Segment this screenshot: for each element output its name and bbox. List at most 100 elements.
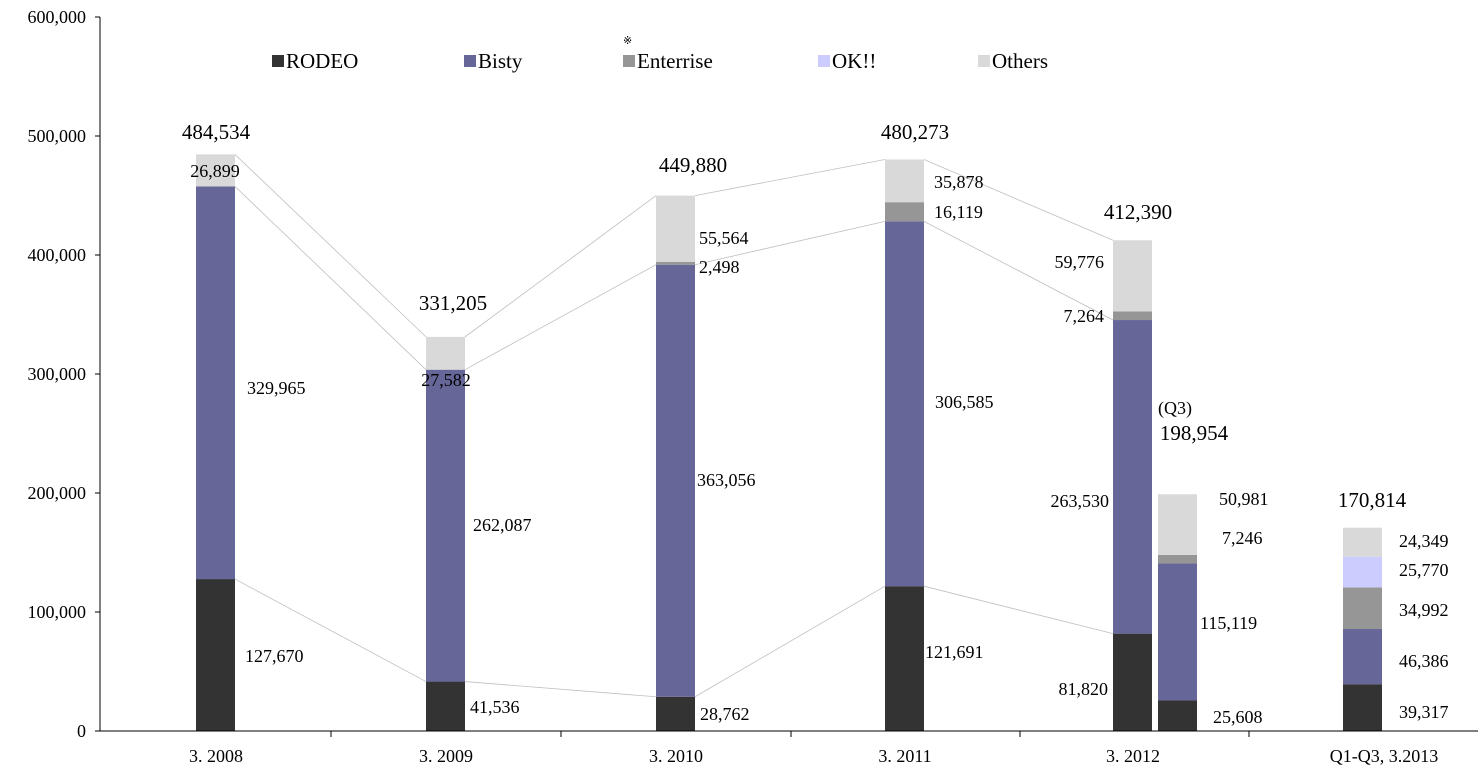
connector-line	[234, 154, 427, 338]
bar-segment-enterrise	[1343, 587, 1382, 630]
bar-segment-others	[196, 154, 235, 187]
y-tick-label: 100,000	[28, 602, 87, 622]
legend-swatch	[464, 55, 476, 67]
connector-line	[694, 585, 886, 698]
data-label: 121,691	[925, 642, 984, 662]
legend-label: OK!!	[832, 49, 876, 73]
connector-line	[694, 220, 886, 266]
y-tick-label: 0	[77, 721, 86, 741]
bar-segment-others	[1113, 240, 1152, 312]
data-label: 46,386	[1399, 651, 1449, 671]
legend-label: Bisty	[478, 49, 523, 73]
data-label: 449,880	[659, 153, 727, 177]
y-tick-label: 300,000	[28, 364, 87, 384]
data-label: 55,564	[699, 228, 749, 248]
data-label: 329,965	[247, 378, 306, 398]
connector-line	[923, 159, 1114, 241]
bar-segment-bisty	[1343, 629, 1382, 685]
data-label: 81,820	[1059, 679, 1109, 699]
x-tick-label: 3. 2008	[189, 746, 243, 766]
data-label: 35,878	[934, 172, 984, 192]
bar-segment-bisty	[1158, 563, 1197, 701]
y-tick-label: 500,000	[28, 126, 87, 146]
bar-segment-enterrise	[1113, 311, 1152, 321]
connector-line	[694, 159, 886, 197]
data-label: 50,981	[1219, 489, 1269, 509]
y-tick-label: 200,000	[28, 483, 87, 503]
x-tick-label: Q1-Q3, 3.2013	[1330, 746, 1439, 766]
bar-segment-ok	[1343, 556, 1382, 588]
bars-group	[196, 154, 1382, 731]
connector-lines	[234, 154, 1114, 698]
connector-line	[464, 264, 657, 371]
bar-segment-enterrise	[885, 202, 924, 222]
y-tick-label: 400,000	[28, 245, 87, 265]
bar-segment-bisty	[196, 186, 235, 580]
data-label: 262,087	[473, 515, 532, 535]
data-label: 127,670	[245, 646, 304, 666]
data-label: 39,317	[1399, 702, 1449, 722]
data-label: 363,056	[697, 470, 756, 490]
data-label: 2,498	[699, 257, 740, 277]
legend-label: Others	[992, 49, 1048, 73]
legend-swatch	[272, 55, 284, 67]
bar-segment-rodeo	[885, 586, 924, 731]
connector-line	[464, 195, 657, 338]
bar-segment-others	[656, 195, 695, 262]
bar-segment-bisty	[1113, 320, 1152, 634]
legend: RODEO Bisty Enterrise OK!! Others ※	[272, 35, 1048, 73]
bar-segment-enterrise	[656, 261, 695, 265]
data-label: 24,349	[1399, 531, 1449, 551]
data-label: 484,534	[182, 120, 251, 144]
data-label: 306,585	[935, 392, 994, 412]
data-label: (Q3)	[1158, 398, 1192, 419]
bar-segment-bisty	[656, 264, 695, 697]
bar-segment-others	[885, 159, 924, 203]
legend-label: Enterrise	[637, 49, 713, 73]
connector-line	[464, 681, 657, 698]
data-label: 480,273	[881, 120, 949, 144]
data-label: 331,205	[419, 291, 487, 315]
bar-segment-rodeo	[196, 579, 235, 731]
data-label: 170,814	[1338, 488, 1407, 512]
bar-segment-bisty	[426, 369, 465, 682]
legend-swatch	[818, 55, 830, 67]
connector-line	[923, 220, 1114, 321]
data-label: 198,954	[1160, 421, 1229, 445]
x-tick-label: 3. 2010	[649, 746, 703, 766]
bar-segment-enterrise	[1158, 554, 1197, 564]
data-label: 26,899	[190, 161, 240, 181]
legend-label: RODEO	[286, 49, 358, 73]
legend-note-mark: ※	[623, 35, 632, 47]
bar-segment-others	[1343, 527, 1382, 557]
data-label: 7,246	[1222, 528, 1263, 548]
bar-segment-rodeo	[1113, 633, 1152, 731]
bar-segment-rodeo	[1343, 684, 1382, 731]
bar-segment-bisty	[885, 221, 924, 587]
legend-swatch	[978, 55, 990, 67]
bar-segment-others	[426, 336, 465, 370]
legend-swatch	[623, 55, 635, 67]
data-label: 412,390	[1104, 200, 1172, 224]
x-tick-label: 3. 2009	[419, 746, 473, 766]
bar-segment-rodeo	[426, 681, 465, 731]
data-label: 28,762	[700, 704, 750, 724]
y-tick-label: 600,000	[28, 7, 87, 27]
bar-segment-rodeo	[1158, 700, 1197, 731]
connector-line	[234, 578, 427, 682]
x-tick-label: 3. 2011	[878, 746, 931, 766]
data-label: 25,608	[1213, 707, 1263, 727]
axes-group: 0 100,000 200,000 300,000 400,000 500,000 600,…	[28, 7, 1478, 766]
bar-segment-rodeo	[656, 696, 695, 731]
data-label: 115,119	[1200, 613, 1257, 633]
data-label: 27,582	[421, 370, 471, 390]
data-label: 41,536	[470, 697, 520, 717]
connector-line	[923, 585, 1114, 635]
bar-segment-others	[1158, 494, 1197, 555]
data-label: 16,119	[934, 202, 983, 222]
data-label: 263,530	[1051, 491, 1110, 511]
data-label: 34,992	[1399, 600, 1449, 620]
data-labels-group: 127,670 329,965 26,899 484,534 41,536 262,087…	[182, 120, 1449, 727]
data-label: 7,264	[1064, 306, 1105, 326]
